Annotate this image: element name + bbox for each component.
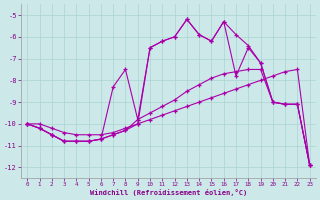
X-axis label: Windchill (Refroidissement éolien,°C): Windchill (Refroidissement éolien,°C) [90, 189, 247, 196]
